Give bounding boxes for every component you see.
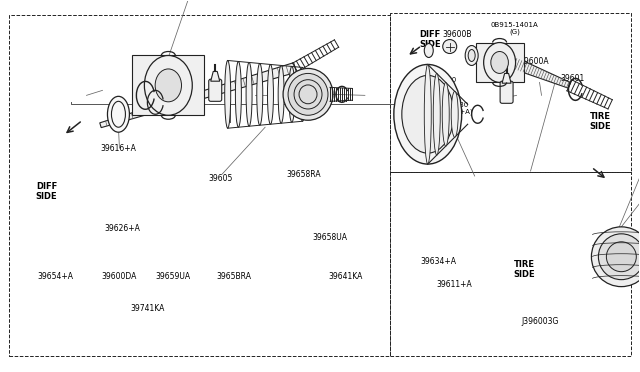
Ellipse shape bbox=[257, 64, 263, 125]
Ellipse shape bbox=[484, 42, 516, 82]
Ellipse shape bbox=[108, 96, 129, 132]
Ellipse shape bbox=[246, 62, 252, 126]
Text: TIRE
SIDE: TIRE SIDE bbox=[513, 260, 535, 279]
Ellipse shape bbox=[283, 68, 333, 120]
Circle shape bbox=[443, 39, 457, 54]
Text: TIRE
SIDE: TIRE SIDE bbox=[589, 112, 611, 131]
Ellipse shape bbox=[491, 51, 508, 73]
Text: 39605: 39605 bbox=[209, 174, 233, 183]
Ellipse shape bbox=[598, 234, 640, 280]
Ellipse shape bbox=[155, 69, 182, 102]
Ellipse shape bbox=[433, 73, 440, 155]
Text: 39616+A: 39616+A bbox=[101, 144, 137, 153]
Ellipse shape bbox=[236, 61, 241, 127]
Ellipse shape bbox=[111, 101, 125, 127]
FancyBboxPatch shape bbox=[132, 55, 204, 115]
Text: 39634+A: 39634+A bbox=[420, 257, 456, 266]
FancyBboxPatch shape bbox=[209, 79, 221, 101]
Ellipse shape bbox=[294, 80, 322, 109]
Ellipse shape bbox=[278, 65, 284, 123]
Text: 39611+A: 39611+A bbox=[436, 280, 472, 289]
Ellipse shape bbox=[424, 64, 431, 164]
Text: 39601: 39601 bbox=[560, 74, 584, 83]
Text: DIFF
SIDE: DIFF SIDE bbox=[36, 182, 58, 201]
Text: DIFF
SIDE: DIFF SIDE bbox=[419, 30, 440, 49]
Text: 39741KA: 39741KA bbox=[131, 304, 164, 313]
Ellipse shape bbox=[424, 44, 433, 58]
Text: 39600DA: 39600DA bbox=[101, 272, 136, 281]
Text: 3965BRA: 3965BRA bbox=[216, 272, 252, 281]
Ellipse shape bbox=[442, 82, 449, 146]
Ellipse shape bbox=[288, 73, 328, 115]
Ellipse shape bbox=[225, 61, 230, 128]
Ellipse shape bbox=[591, 227, 640, 286]
Text: 39641KA: 39641KA bbox=[328, 272, 363, 281]
Text: 39658UA: 39658UA bbox=[312, 233, 347, 243]
Text: SEC.380
(3B220+A): SEC.380 (3B220+A) bbox=[435, 102, 474, 115]
Polygon shape bbox=[211, 71, 220, 81]
Text: 39626+A: 39626+A bbox=[104, 224, 140, 233]
Ellipse shape bbox=[394, 64, 461, 164]
Text: 39659UA: 39659UA bbox=[156, 272, 191, 281]
Polygon shape bbox=[100, 62, 296, 128]
Text: 0B915-1401A
(G): 0B915-1401A (G) bbox=[491, 22, 539, 35]
Ellipse shape bbox=[402, 76, 454, 153]
Text: SEC.380
(3B342): SEC.380 (3B342) bbox=[428, 77, 457, 91]
Text: J396003G: J396003G bbox=[522, 317, 559, 326]
Ellipse shape bbox=[606, 242, 636, 272]
FancyBboxPatch shape bbox=[476, 42, 524, 82]
Polygon shape bbox=[510, 57, 571, 88]
Polygon shape bbox=[502, 73, 511, 83]
Ellipse shape bbox=[465, 45, 478, 65]
Ellipse shape bbox=[468, 49, 475, 61]
Text: 39600A: 39600A bbox=[519, 57, 548, 66]
Ellipse shape bbox=[145, 55, 192, 115]
Ellipse shape bbox=[451, 92, 458, 137]
Ellipse shape bbox=[299, 85, 317, 104]
Ellipse shape bbox=[268, 64, 273, 124]
Text: 39600B: 39600B bbox=[442, 29, 472, 39]
Text: 39654+A: 39654+A bbox=[37, 272, 73, 281]
FancyBboxPatch shape bbox=[500, 81, 513, 103]
Text: 39658RA: 39658RA bbox=[287, 170, 321, 179]
Ellipse shape bbox=[300, 67, 305, 121]
Ellipse shape bbox=[289, 67, 295, 122]
